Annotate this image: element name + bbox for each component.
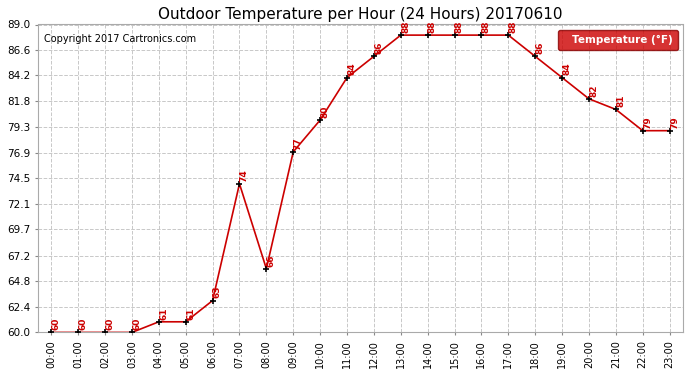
Text: 88: 88 (455, 21, 464, 33)
Text: 88: 88 (509, 21, 518, 33)
Text: 86: 86 (374, 42, 383, 54)
Text: 77: 77 (293, 137, 303, 150)
Text: 60: 60 (52, 318, 61, 330)
Text: 60: 60 (132, 318, 141, 330)
Text: 60: 60 (79, 318, 88, 330)
Text: 79: 79 (643, 116, 652, 129)
Text: 84: 84 (347, 63, 356, 75)
Text: 88: 88 (428, 21, 437, 33)
Text: 66: 66 (267, 254, 276, 267)
Text: 63: 63 (213, 286, 222, 298)
Text: 61: 61 (159, 307, 168, 320)
Text: 84: 84 (562, 63, 571, 75)
Title: Outdoor Temperature per Hour (24 Hours) 20170610: Outdoor Temperature per Hour (24 Hours) … (158, 7, 562, 22)
Text: 74: 74 (240, 169, 249, 182)
Text: 82: 82 (589, 84, 598, 97)
Text: 86: 86 (535, 42, 544, 54)
Text: Copyright 2017 Cartronics.com: Copyright 2017 Cartronics.com (44, 34, 197, 44)
Legend: Temperature (°F): Temperature (°F) (558, 30, 678, 50)
Text: 60: 60 (106, 318, 115, 330)
Text: 80: 80 (320, 105, 329, 118)
Text: 88: 88 (482, 21, 491, 33)
Text: 61: 61 (186, 307, 195, 320)
Text: 88: 88 (401, 21, 410, 33)
Text: 79: 79 (670, 116, 679, 129)
Text: 81: 81 (616, 95, 625, 107)
